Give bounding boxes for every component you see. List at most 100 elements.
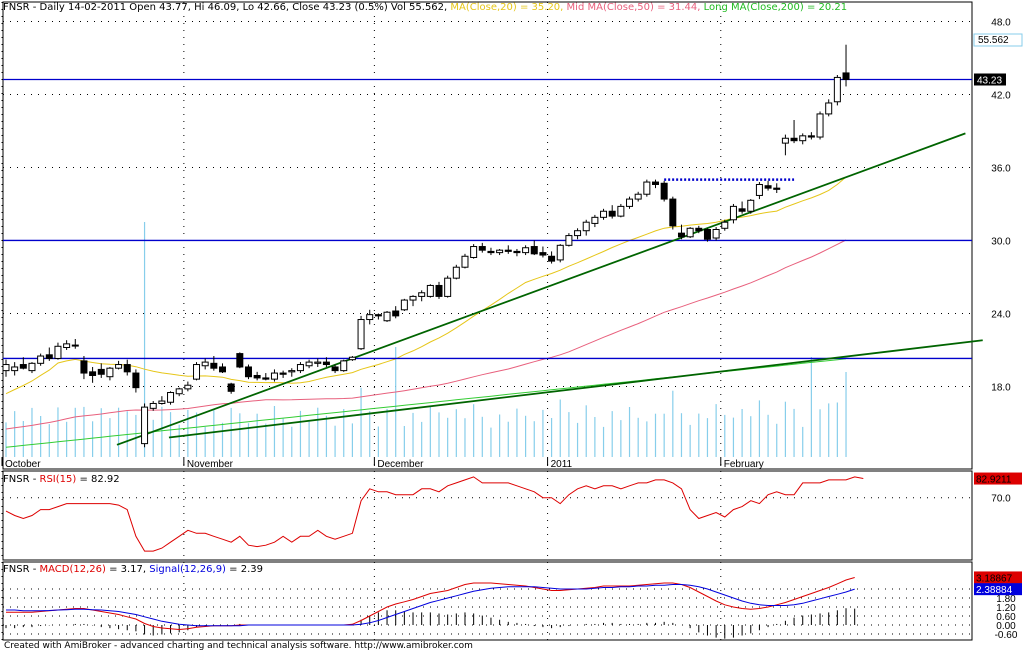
macd-tick-label: 0.60 [996,612,1016,623]
candle-up [712,229,720,239]
pane-frame-2 [2,470,973,561]
price-tick-label: 30.0 [991,236,1011,247]
price-tick-label: 18.0 [991,382,1011,393]
price-tick-label: 42.0 [991,90,1011,101]
candle-down [548,255,556,262]
ma20-line [5,176,847,395]
candle-down [97,368,105,375]
candle-down [738,208,746,212]
trend-line [168,339,983,439]
macd-tick-label: 1.20 [996,603,1016,614]
candle-up [348,356,356,361]
candle-down [703,229,711,240]
candle-down [513,250,521,254]
candle-up [193,364,201,380]
candle-up [314,361,322,364]
candlesticks [2,44,850,448]
candle-up [452,266,460,279]
candle-up [106,367,114,378]
trend-line [116,132,966,446]
macd-tick-label: 0.00 [996,621,1016,632]
candle-down [773,187,781,190]
candle-down [322,361,330,366]
candle-down [123,364,131,373]
candle-down [435,284,443,297]
candle-up [634,193,642,200]
candle-down [392,310,400,317]
candle-down [45,354,53,359]
macd-tick-label: 1.80 [996,594,1016,605]
candle-down [262,377,270,380]
close-value-box [974,73,1006,86]
candle-up [470,246,478,258]
candle-down [89,371,97,376]
candle-down [227,383,235,392]
candle-up [591,216,599,224]
candle-up [816,113,824,138]
pane-frame-1 [2,1,973,470]
candle-down [790,137,798,142]
rsi-prefix: FNSR - [3,474,40,485]
volume-value-label: 55.562 [978,35,1009,46]
price-tick-label: 36.0 [991,163,1011,174]
candle-down [677,232,685,238]
candle-up [201,361,209,367]
pane-frame-3 [2,561,973,641]
candle-down [695,227,703,232]
month-label: February [724,459,764,470]
candle-up [617,205,625,217]
candle-down [487,250,495,254]
candle-up [825,102,833,115]
pane-frames [2,1,973,641]
candle-up [340,360,348,372]
candle-up [2,364,10,372]
candle-up [383,311,391,322]
ma20-label: MA(Close,20) = 35.20, [450,2,564,13]
candle-up [444,277,452,297]
macd-name: MACD(12,26) [39,564,106,575]
candle-down [80,360,88,374]
candle-down [807,135,815,138]
candle-up [729,205,737,221]
month-label: December [377,459,424,470]
candle-up [184,384,192,390]
candle-down [236,353,244,368]
candle-up [400,299,408,311]
ma50-line [5,239,847,430]
candle-down [608,210,616,217]
candle-down [19,364,27,369]
candle-up [409,295,417,301]
candle-down [210,362,218,369]
candle-down [530,246,538,255]
macd-prefix: FNSR - [3,564,40,575]
rsi-tick-label: 70.0 [991,494,1011,505]
candle-down [660,182,668,200]
price-tick-label: 48.0 [991,17,1011,28]
candle-up [799,135,807,142]
rsi-value: = 82.92 [76,474,120,485]
candle-down [842,72,850,80]
rsi-header: FNSR - RSI(15) = 82.92 [3,474,120,485]
candle-up [149,402,157,409]
candle-up [270,372,278,380]
candle-up [426,284,434,297]
candle-up [158,400,166,404]
macd-value-box [974,571,1022,584]
candle-up [582,221,590,232]
candle-down [764,185,772,189]
macd-value-label: 3.18867 [976,573,1013,584]
candle-down [652,181,659,185]
macd-value: = 3.17, [105,564,150,575]
rsi-value-label: 82.9211 [976,475,1012,486]
rsi-name: RSI(15) [39,474,77,485]
volume-bars [5,222,847,457]
macd-tick-label: -0.60 [995,630,1018,641]
month-label: November [187,459,234,470]
volume-value-box [973,33,1023,47]
candle-down [253,374,261,379]
candle-up [175,388,183,395]
grid-lines [1,2,972,640]
candle-down [331,366,339,372]
candle-up [755,183,763,196]
